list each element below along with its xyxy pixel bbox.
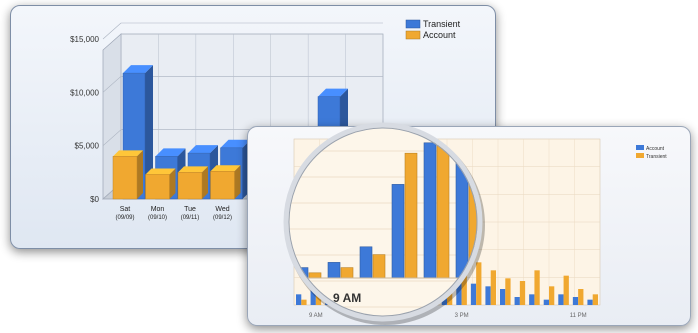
bar-transient: [563, 275, 569, 305]
legend-label: Account: [423, 30, 456, 40]
bar-transient: [315, 294, 322, 305]
bar-account: [354, 166, 360, 305]
y-tick-label: $5,000: [75, 142, 100, 151]
front-chart-window: 9 AM 3 PM 11 PM Account Transient: [247, 126, 691, 326]
bar-account: [310, 289, 316, 305]
y-tick-label: $10,000: [70, 88, 99, 97]
bar-account: [514, 297, 520, 305]
bar-transient: [447, 225, 453, 305]
bar-account-side: [202, 166, 208, 199]
legend-swatch: [405, 19, 421, 29]
bar-account: [529, 294, 535, 305]
bar-account-top: [178, 166, 208, 173]
bar-transient-top: [155, 148, 186, 157]
legend-label: Transient: [646, 154, 667, 160]
bar-account: [145, 174, 170, 200]
bar-account-top: [113, 150, 143, 157]
bar-account: [112, 156, 138, 200]
bar-transient: [519, 281, 526, 305]
bar-account: [383, 201, 389, 305]
bar-transient-top: [188, 145, 218, 154]
bar-account: [587, 299, 593, 305]
bar-account: [339, 209, 345, 305]
bar-account: [412, 219, 418, 305]
bar-account: [572, 297, 579, 305]
bar-transient: [403, 187, 409, 305]
bar-transient: [388, 147, 394, 305]
x-tick-label: 11 PM: [570, 313, 587, 319]
bar-account-top: [145, 168, 176, 175]
bar-account: [500, 289, 506, 305]
bar-transient: [534, 270, 540, 305]
bar-account-side: [137, 150, 143, 199]
legend-swatch: [636, 145, 644, 150]
bar-transient-top: [318, 88, 348, 97]
bar-transient: [374, 155, 380, 305]
bar-transient: [417, 171, 424, 305]
bar-account: [296, 294, 302, 305]
bar-transient: [476, 262, 482, 305]
x-tick-date: (09/10): [148, 215, 167, 221]
bar-transient: [301, 299, 307, 305]
bar-account: [470, 283, 477, 305]
bar-account-side: [169, 168, 176, 199]
bar-transient: [578, 289, 584, 305]
gridline-side: [102, 76, 122, 93]
legend-swatch: [405, 30, 421, 40]
bar-account: [368, 147, 375, 305]
bar-transient: [432, 201, 438, 305]
x-tick-label: Mon: [151, 206, 165, 213]
legend-label: Account: [646, 146, 665, 152]
x-tick-label: 3 PM: [455, 313, 469, 319]
y-tick-label: $0: [90, 195, 99, 204]
bar-account-side: [234, 165, 241, 199]
bar-transient: [549, 286, 555, 305]
y-tick-label: $15,000: [70, 35, 99, 44]
bar-transient-top: [220, 139, 251, 148]
bar-account: [485, 286, 491, 305]
bar-account: [427, 243, 433, 305]
legend-swatch: [636, 153, 644, 158]
bar-transient-top: [123, 65, 153, 74]
bar-account-top: [210, 165, 241, 172]
bar-account: [210, 171, 235, 200]
bar-account: [543, 299, 549, 305]
x-tick-label: 9 AM: [309, 313, 323, 319]
x-tick-date: (09/09): [115, 215, 134, 221]
gridline-side: [102, 129, 122, 146]
bar-account: [177, 172, 203, 200]
x-tick-date: (09/11): [181, 215, 200, 221]
bar-transient-side: [145, 65, 153, 199]
bar-transient: [359, 169, 365, 305]
bar-account: [558, 294, 564, 305]
gridline-side: [102, 22, 122, 40]
bar-account: [325, 273, 331, 305]
legend-label: Transient: [423, 19, 461, 29]
bar-transient: [330, 281, 336, 305]
x-tick-label: Sat: [120, 206, 131, 213]
bar-account: [456, 278, 462, 305]
bar-transient: [505, 278, 511, 305]
bar-account: [441, 265, 447, 305]
bar-transient: [490, 270, 496, 305]
bar-account: [398, 198, 404, 305]
x-tick-label: Wed: [215, 206, 229, 213]
bar-transient: [345, 177, 351, 305]
hourly-chart: 9 AM 3 PM 11 PM Account Transient: [293, 138, 667, 319]
x-tick-date: (09/12): [213, 215, 232, 221]
x-tick-label: Tue: [184, 206, 196, 213]
bar-transient: [461, 243, 467, 305]
bar-transient: [592, 294, 598, 305]
